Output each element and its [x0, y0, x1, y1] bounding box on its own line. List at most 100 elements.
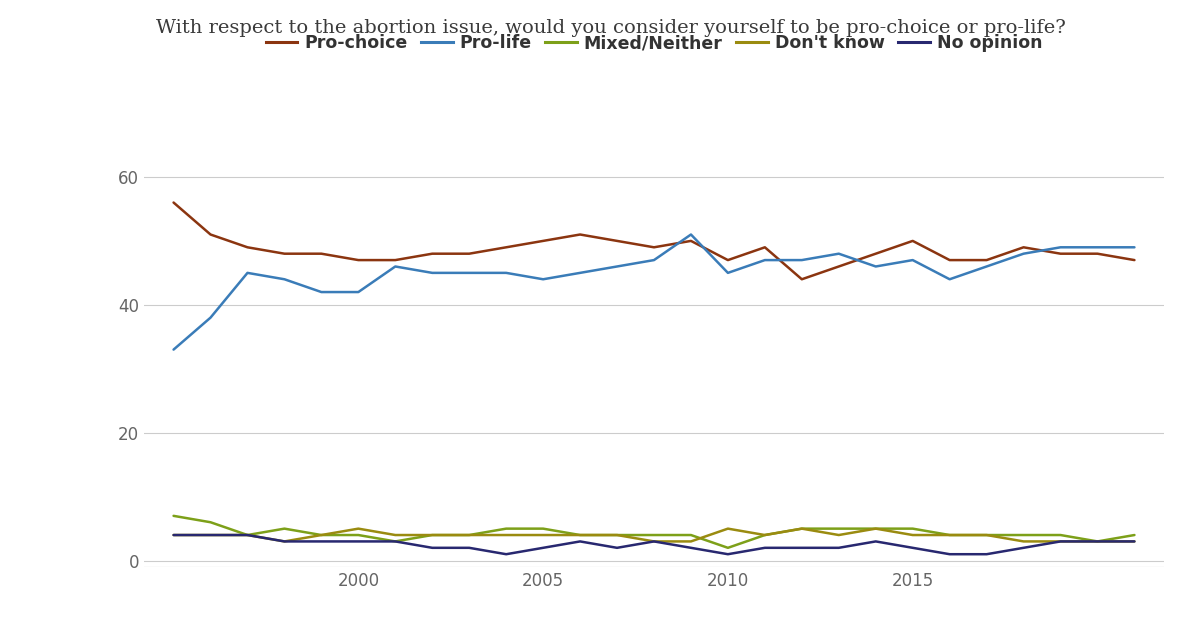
Pro-life: [499, 269, 514, 277]
No opinion: [425, 544, 439, 552]
Don't know: [314, 531, 329, 539]
Legend: Pro-choice, Pro-life, Mixed/Neither, Don't know, No opinion: Pro-choice, Pro-life, Mixed/Neither, Don…: [259, 27, 1049, 59]
Mixed/Neither: [536, 525, 551, 532]
Mixed/Neither: [462, 531, 476, 539]
Pro-choice: [352, 256, 366, 264]
Line: Pro-choice: Pro-choice: [174, 202, 1134, 279]
Mixed/Neither: [832, 525, 846, 532]
No opinion: [462, 544, 476, 552]
Pro-choice: [314, 250, 329, 258]
Pro-choice: [1127, 256, 1141, 264]
Don't know: [979, 531, 994, 539]
Mixed/Neither: [1127, 531, 1141, 539]
Don't know: [1016, 537, 1031, 545]
Pro-choice: [536, 237, 551, 244]
Mixed/Neither: [721, 544, 736, 552]
Mixed/Neither: [906, 525, 920, 532]
Mixed/Neither: [979, 531, 994, 539]
Mixed/Neither: [610, 531, 624, 539]
Don't know: [1091, 537, 1105, 545]
Pro-life: [979, 263, 994, 270]
No opinion: [1016, 544, 1031, 552]
No opinion: [832, 544, 846, 552]
Don't know: [388, 531, 402, 539]
No opinion: [942, 551, 956, 558]
Pro-choice: [425, 250, 439, 258]
Mixed/Neither: [757, 531, 772, 539]
Pro-life: [1016, 250, 1031, 258]
Mixed/Neither: [869, 525, 883, 532]
Pro-choice: [647, 244, 661, 251]
No opinion: [572, 537, 587, 545]
Don't know: [942, 531, 956, 539]
Pro-life: [1054, 244, 1068, 251]
Mixed/Neither: [1054, 531, 1068, 539]
Pro-life: [1127, 244, 1141, 251]
Mixed/Neither: [167, 512, 181, 520]
Mixed/Neither: [647, 531, 661, 539]
Mixed/Neither: [203, 518, 217, 526]
No opinion: [167, 531, 181, 539]
Pro-life: [832, 250, 846, 258]
No opinion: [1054, 537, 1068, 545]
Mixed/Neither: [794, 525, 809, 532]
No opinion: [757, 544, 772, 552]
Pro-choice: [832, 263, 846, 270]
Mixed/Neither: [352, 531, 366, 539]
Pro-choice: [277, 250, 292, 258]
Don't know: [721, 525, 736, 532]
Pro-life: [536, 275, 551, 283]
No opinion: [1127, 537, 1141, 545]
Pro-choice: [721, 256, 736, 264]
Pro-choice: [906, 237, 920, 244]
Pro-choice: [167, 198, 181, 206]
No opinion: [721, 551, 736, 558]
Don't know: [499, 531, 514, 539]
Pro-life: [425, 269, 439, 277]
Mixed/Neither: [240, 531, 254, 539]
Pro-life: [757, 256, 772, 264]
Pro-choice: [499, 244, 514, 251]
Don't know: [352, 525, 366, 532]
No opinion: [610, 544, 624, 552]
No opinion: [240, 531, 254, 539]
Pro-life: [647, 256, 661, 264]
Pro-life: [906, 256, 920, 264]
Pro-life: [610, 263, 624, 270]
Pro-life: [794, 256, 809, 264]
Mixed/Neither: [277, 525, 292, 532]
Pro-choice: [572, 231, 587, 238]
Mixed/Neither: [314, 531, 329, 539]
No opinion: [277, 537, 292, 545]
Pro-life: [203, 314, 217, 321]
Pro-life: [277, 275, 292, 283]
Don't know: [277, 537, 292, 545]
Pro-choice: [610, 237, 624, 244]
Pro-choice: [942, 256, 956, 264]
Line: Mixed/Neither: Mixed/Neither: [174, 516, 1134, 548]
Don't know: [647, 537, 661, 545]
Don't know: [906, 531, 920, 539]
Pro-life: [167, 346, 181, 353]
No opinion: [314, 537, 329, 545]
Pro-life: [388, 263, 402, 270]
Don't know: [462, 531, 476, 539]
Mixed/Neither: [425, 531, 439, 539]
Mixed/Neither: [942, 531, 956, 539]
Pro-choice: [757, 244, 772, 251]
Pro-life: [352, 289, 366, 296]
No opinion: [388, 537, 402, 545]
Pro-life: [240, 269, 254, 277]
Don't know: [572, 531, 587, 539]
Pro-life: [1091, 244, 1105, 251]
Pro-choice: [462, 250, 476, 258]
Pro-life: [942, 275, 956, 283]
No opinion: [647, 537, 661, 545]
Don't know: [425, 531, 439, 539]
Pro-choice: [979, 256, 994, 264]
Mixed/Neither: [388, 537, 402, 545]
Line: Pro-life: Pro-life: [174, 234, 1134, 350]
Line: No opinion: No opinion: [174, 535, 1134, 554]
No opinion: [352, 537, 366, 545]
No opinion: [794, 544, 809, 552]
